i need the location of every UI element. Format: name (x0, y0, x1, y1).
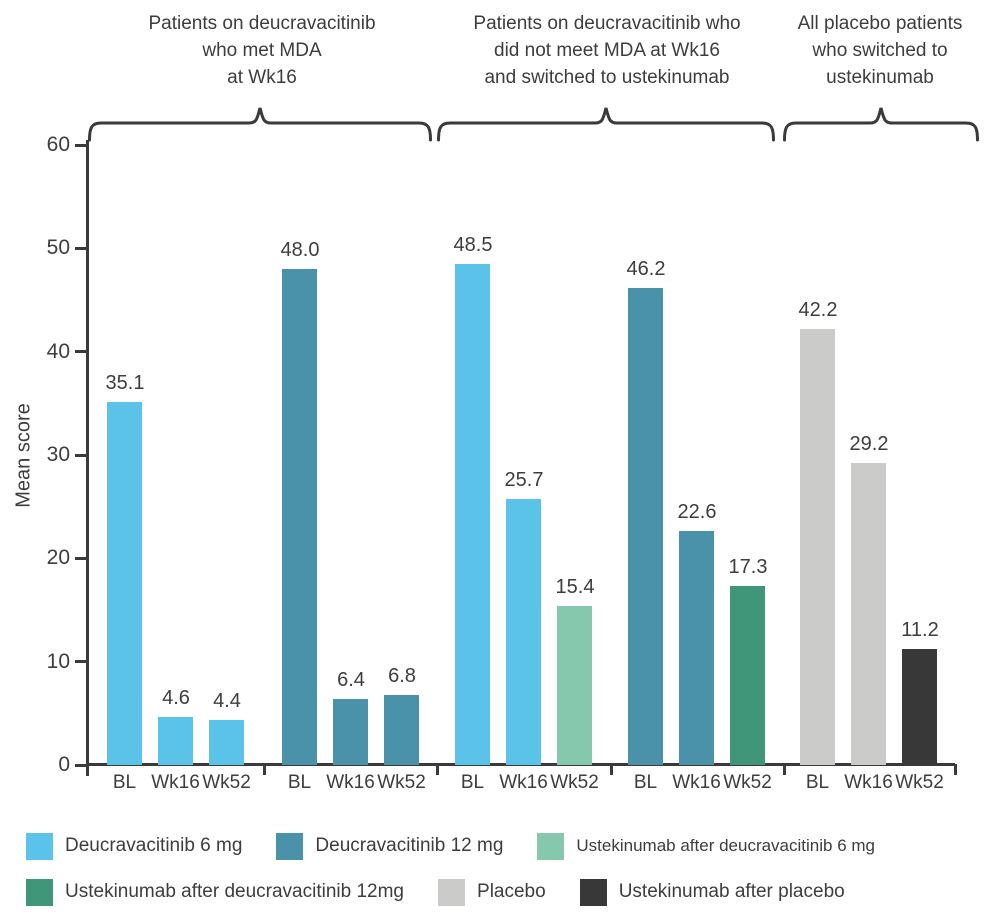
bar-group-3: 48.5 25.7 15.4 (454, 145, 594, 765)
bar-group5-wk52 (902, 649, 937, 765)
group-brace-icon (783, 107, 979, 142)
bar-group3-wk16 (506, 499, 541, 765)
legend-label: Ustekinumab after deucravacitinib 12mg (65, 881, 405, 902)
x-tick-label: BL (460, 772, 485, 793)
x-tick-label: BL (633, 772, 658, 793)
legend-label: Deucravacitinib 12 mg (315, 835, 504, 856)
legend-row: Ustekinumab after deucravacitinib 12mg Pl… (26, 878, 986, 906)
bar-group-4: 46.2 22.6 17.3 (627, 145, 767, 765)
x-tick-label: Wk16 (844, 772, 893, 793)
y-tick-label: 50 (46, 236, 70, 260)
bar-value-label: 48.5 (453, 233, 493, 256)
bar-value-label: 6.8 (388, 664, 416, 687)
legend-item: Ustekinumab after deucravacitinib 6 mg (537, 832, 875, 860)
y-tick-mark (75, 763, 87, 767)
bar-value-label: 4.4 (213, 689, 241, 712)
x-tick-label: BL (112, 772, 137, 793)
bar-group-2: 48.0 6.4 6.8 (281, 145, 419, 765)
bar-group4-wk16 (679, 531, 714, 765)
bar-value-label: 4.6 (162, 687, 190, 710)
bar-value-label: 17.3 (728, 556, 768, 579)
group-brace-icon (88, 107, 432, 142)
legend-label: Ustekinumab after placebo (618, 881, 845, 902)
x-tick-label: BL (805, 772, 830, 793)
bar-value-label: 22.6 (677, 501, 717, 524)
x-tick-label: Wk52 (550, 772, 599, 793)
bar-group-1: 35.1 4.6 4.4 (106, 145, 244, 765)
bar-value-label: 46.2 (626, 257, 666, 280)
bar-value-label: 15.4 (555, 575, 595, 598)
bar-group5-bl (800, 328, 835, 765)
bar-group2-bl (282, 269, 317, 765)
legend-swatch-icon (438, 878, 466, 906)
bar-value-label: 29.2 (849, 433, 889, 456)
y-tick-label: 0 (58, 753, 70, 776)
bar-group1-bl (107, 402, 142, 765)
group-brace-icon (437, 107, 775, 142)
x-tick-label: Wk16 (151, 772, 200, 793)
y-tick-mark (75, 660, 87, 664)
x-tick-label: Wk16 (499, 772, 548, 793)
legend-row: Deucravacitinib 6 mg Deucravacitinib 12 m… (26, 832, 986, 860)
group-header-met-mda: Patients on deucravacitinib who met MDA … (148, 13, 376, 88)
x-tick-label: Wk52 (895, 772, 944, 793)
bar-group-5: 42.2 29.2 11.2 (799, 145, 939, 765)
x-axis-tick-mark (610, 764, 613, 775)
legend-label: Ustekinumab after deucravacitinib 6 mg (576, 836, 875, 855)
bar-group4-bl (628, 287, 663, 765)
group-header-not-met-mda: Patients on deucravacitinib who did not … (473, 13, 741, 88)
legend-item: Deucravacitinib 6 mg (26, 832, 243, 860)
bar-value-label: 42.2 (798, 298, 838, 321)
x-tick-label: Wk52 (202, 772, 251, 793)
bar-group1-wk52 (209, 719, 244, 765)
x-tick-label: Wk52 (723, 772, 772, 793)
legend: Deucravacitinib 6 mg Deucravacitinib 12 m… (26, 832, 986, 923)
plot-area: 35.1 4.6 4.4 48.0 6.4 6.8 48.5 25.7 15.4 46.2 22.6… (88, 145, 955, 765)
bar-group2-wk16 (333, 698, 368, 765)
bar-group2-wk52 (384, 694, 419, 765)
y-tick-mark (75, 350, 87, 354)
x-tick-label: Wk16 (326, 772, 375, 793)
x-axis-tick-mark (436, 764, 439, 775)
legend-item: Deucravacitinib 12 mg (276, 832, 504, 860)
y-tick-mark (75, 453, 87, 457)
bar-group1-wk16 (158, 717, 193, 765)
bar-value-label: 25.7 (504, 469, 544, 492)
y-tick-mark (75, 143, 87, 147)
y-tick-label: 10 (46, 649, 70, 673)
y-tick-label: 60 (46, 133, 70, 156)
legend-swatch-icon (537, 832, 565, 860)
y-tick-label: 20 (46, 546, 70, 570)
bar-group5-wk16 (851, 463, 886, 765)
bar-value-label: 6.4 (337, 668, 365, 691)
legend-item: Placebo (438, 878, 546, 906)
y-tick-label: 30 (46, 443, 70, 466)
bar-value-label: 35.1 (105, 372, 145, 395)
bar-value-label: 11.2 (901, 619, 939, 642)
bar-group3-bl (455, 263, 490, 765)
bar-group4-wk52 (730, 586, 765, 765)
y-tick-mark (75, 246, 87, 250)
x-tick-label: Wk52 (377, 772, 426, 793)
legend-swatch-icon (276, 832, 304, 860)
x-axis-tick-mark (954, 764, 957, 775)
legend-swatch-icon (579, 878, 607, 906)
legend-label: Placebo (477, 881, 546, 902)
legend-swatch-icon (26, 878, 53, 906)
legend-item: Ustekinumab after placebo (579, 878, 845, 906)
group-header-placebo: All placebo patients who switched to ust… (797, 13, 963, 88)
legend-swatch-icon (26, 832, 53, 860)
x-tick-label: BL (287, 772, 312, 793)
y-axis-line (86, 140, 89, 776)
bar-group3-wk52 (557, 605, 592, 765)
y-tick-mark (75, 556, 87, 560)
bar-value-label: 48.0 (280, 239, 320, 261)
legend-item: Ustekinumab after deucravacitinib 12mg (26, 878, 405, 906)
y-tick-label: 40 (46, 339, 70, 363)
x-axis-tick-mark (263, 764, 266, 775)
x-tick-label: Wk16 (672, 772, 721, 793)
x-axis-tick-mark (783, 764, 786, 775)
legend-label: Deucravacitinib 6 mg (65, 835, 243, 856)
